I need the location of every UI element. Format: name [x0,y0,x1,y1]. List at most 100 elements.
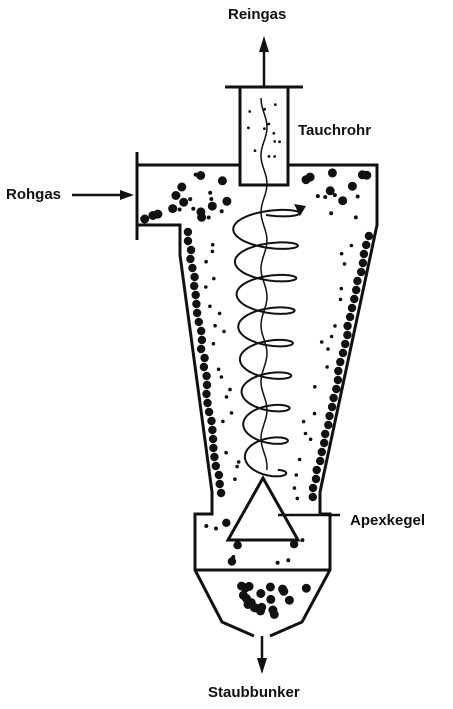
label-rohgas: Rohgas [6,186,62,203]
swirl-arrow-head [294,204,306,216]
dust-particle [253,149,257,153]
dust-particle [265,582,275,592]
dust-particle [359,249,369,259]
dust-particle [233,541,242,550]
dust-particle [222,196,232,206]
dust-particle [275,560,280,565]
dust-particle [316,456,325,466]
clean-gas-path [260,97,268,471]
dust-particle [267,155,271,158]
dust-particle [347,181,357,191]
apex-cone [225,474,301,542]
dust-particle [247,126,250,130]
dust-particle [352,285,361,295]
dust-particle [214,470,224,480]
dust-particle [325,186,335,196]
dust-particle [327,402,337,412]
dust-particle [168,204,178,214]
dust-particle [235,464,239,469]
label-apexkegel: Apexkegel [350,512,426,529]
dust-particle [209,197,214,201]
dust-particle [311,474,321,484]
dust-particle [297,457,302,462]
dust-particle [200,353,209,363]
dust-particle [355,194,360,199]
dust-particle [222,518,231,527]
dust-particle [224,450,228,455]
dust-particle [210,452,219,462]
dust-particle [211,341,216,346]
dust-particle [197,326,206,336]
label-reingas: Reingas [228,6,287,23]
dust-particle [357,267,366,277]
dust-particle [219,375,224,379]
dust-particle [237,581,247,591]
dust-particle [308,437,313,442]
dust-particle [323,195,328,199]
dust-particle [321,429,330,439]
dust-particle [266,594,276,604]
dust-particle [267,122,271,126]
dust-particle [343,330,352,340]
vortex-spiral [232,208,301,478]
dust-particle [350,294,359,304]
dust-particle [211,461,220,471]
dust-particle [263,107,267,111]
dust-particle [333,324,337,328]
dust-particle [199,362,209,372]
dust-particle [177,182,187,192]
bunker-arrow-head [257,658,267,674]
dust-particle [329,393,338,403]
dust-particle [347,303,357,313]
dust-particle [292,486,297,490]
dust-particle [190,272,199,282]
dust-particle [341,339,350,349]
dust-particle [273,155,276,158]
dust-particle [301,175,311,185]
dust-particle [339,286,344,291]
dust-particle [217,176,227,186]
cyclone-body [137,163,379,638]
dust-particle [208,434,218,444]
dust-particle [362,240,371,250]
dust-particle [300,538,305,543]
dust-particle [313,385,317,389]
dust-particle [207,201,217,211]
dust-particle [219,209,224,214]
dust-particle [338,348,348,358]
dust-particle [357,170,367,180]
dust-particle [222,329,226,334]
dust-particle [206,215,211,220]
dust-particle [256,589,266,598]
dust-particle [229,411,234,415]
dust-particle [324,420,333,430]
dust-particle [329,211,334,216]
dust-particle [216,488,226,498]
vortex-finder-tube [238,87,290,187]
dust-particle [191,206,196,211]
dust-particle [208,425,217,435]
dust-particle [303,431,308,436]
dust-particle [204,259,208,264]
dust-particle [191,290,200,300]
dust-particle [289,540,299,549]
dust-particle [336,357,345,367]
dust-particle [317,447,326,457]
dust-particle [171,191,181,200]
dust-particle [228,387,232,392]
dust-particle [338,297,343,302]
dust-particle [177,207,182,212]
dust-particle [210,242,215,247]
dust-particle [272,131,276,135]
dust-particle [338,196,348,206]
label-tauchrohr: Tauchrohr [298,122,372,139]
dust-particle [319,340,324,344]
dust-particle [342,262,347,266]
dust-particle [197,212,207,222]
dust-particle [353,215,358,220]
dust-particle [203,398,212,408]
dust-particle [202,371,211,381]
dust-particle [204,285,208,289]
dust-particle [192,299,201,309]
